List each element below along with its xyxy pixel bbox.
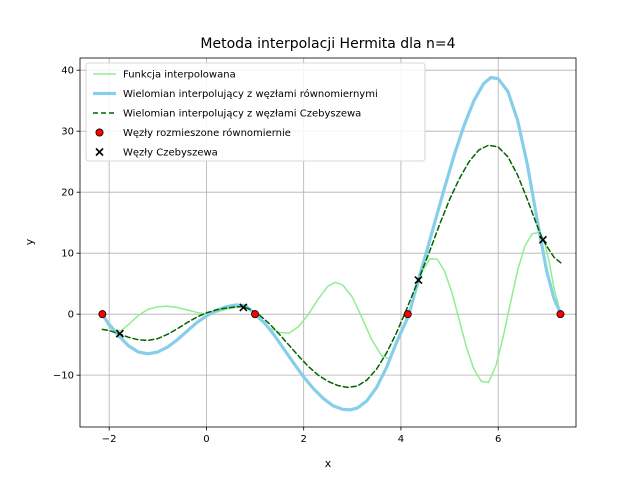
node-point-chebyshev [115, 329, 124, 338]
y-axis-ticks: −10 0 10 20 30 40 [53, 66, 80, 382]
legend-label-1: Wielomian interpolujący z węzłami równom… [123, 88, 378, 100]
chart-title: Metoda interpolacji Hermita dla n=4 [200, 36, 455, 52]
x-axis-label: x [325, 457, 332, 470]
legend: Funkcja interpolowana Wielomian interpolu… [85, 62, 426, 162]
series-line-2 [101, 144, 562, 389]
node-point-uniform [556, 310, 565, 319]
node-point-chebyshev [414, 275, 423, 285]
marker-layer [98, 235, 565, 338]
y-tick-label: 20 [61, 188, 74, 199]
y-tick-label: 0 [68, 310, 74, 321]
legend-swatch-4 [95, 147, 104, 157]
x-tick-label: 0 [203, 434, 209, 445]
legend-label-3: Węzły rozmieszone równomiernie [123, 127, 291, 139]
series-line-0 [101, 231, 562, 384]
series-layer [100, 75, 563, 412]
legend-swatch-3 [95, 128, 104, 137]
node-point-chebyshev [538, 235, 547, 244]
x-tick-label: 6 [495, 434, 501, 445]
y-tick-label: 30 [61, 127, 74, 138]
node-point-uniform [403, 310, 412, 319]
x-tick-label: −2 [102, 434, 117, 445]
legend-box [85, 62, 426, 162]
y-tick-label: −10 [53, 371, 74, 382]
x-tick-label: 4 [398, 434, 404, 445]
legend-label-0: Funkcja interpolowana [123, 70, 236, 81]
legend-label-2: Wielomian interpolujący z węzłami Czebys… [123, 109, 361, 120]
y-tick-label: 40 [61, 66, 74, 77]
series-line-1 [100, 75, 563, 412]
y-axis-label: y [23, 238, 36, 245]
plot-frame [79, 57, 577, 428]
x-axis-ticks: −2 0 2 4 6 [102, 427, 501, 445]
legend-label-4: Węzły Czebyszewa [123, 148, 218, 159]
x-tick-label: 2 [300, 434, 306, 445]
node-point-chebyshev [239, 303, 248, 312]
node-point-uniform [251, 310, 260, 319]
node-point-uniform [98, 310, 107, 319]
y-tick-label: 10 [61, 249, 74, 260]
